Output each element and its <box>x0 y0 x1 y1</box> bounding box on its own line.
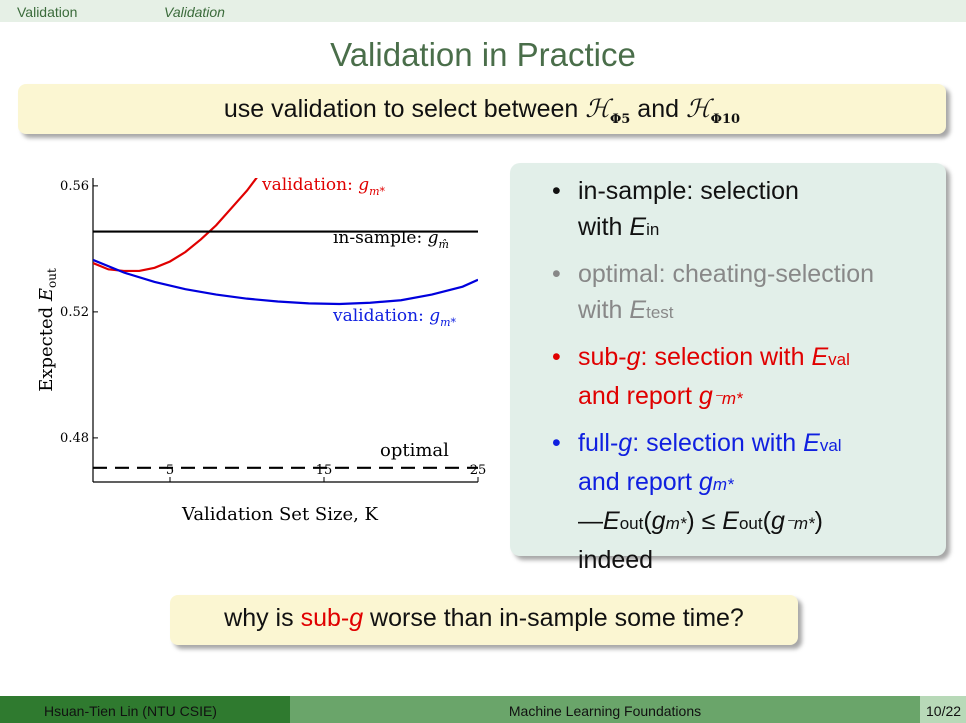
x-tick-label: 25 <box>470 463 487 478</box>
nav-subsection[interactable]: Validation <box>164 4 225 20</box>
bullet-in-sample: • in-sample: selection with Ein <box>528 173 938 248</box>
bullet-dot-icon: • <box>552 177 561 205</box>
inequality-formula: —Eout(gm*) ≤ Eout(g⁻m*) <box>578 507 823 535</box>
page-title: Validation in Practice <box>330 36 636 73</box>
nav-section[interactable]: Validation <box>17 4 78 20</box>
footer: Hsuan-Tien Lin (NTU CSIE) Machine Learni… <box>0 696 966 723</box>
bullet-sub-g: • sub-g: selection with Eval and report … <box>528 339 938 417</box>
x-axis-label: Validation Set Size, K <box>181 504 379 525</box>
series-label-optimal: optimal <box>380 440 449 461</box>
series-line-0 <box>93 178 258 273</box>
y-axis-label: Expected Eout <box>36 268 59 392</box>
bullet-full-g: • full-g: selection with Eval and report… <box>528 425 938 578</box>
y-tick-label: 0.52 <box>60 305 89 320</box>
y-tick-label: 0.48 <box>60 431 89 446</box>
footer-author: Hsuan-Tien Lin (NTU CSIE) <box>0 696 290 723</box>
bullet-optimal: • optimal: cheating-selection with Etest <box>528 256 938 331</box>
validation-chart: 5 15 25 0.48 0.52 0.56 Validation Set Size, K… <box>36 175 487 525</box>
top-callout: use validation to select between ℋΦ5 and… <box>18 84 946 134</box>
bullet-dot-icon: • <box>552 429 561 457</box>
bottom-callout-text: why is sub-g worse than in-sample some t… <box>224 604 744 632</box>
bullet-panel: • in-sample: selection with Ein • optima… <box>510 163 946 574</box>
series-label-sub-g: validation: gm* <box>261 175 386 198</box>
x-tick-label: 5 <box>166 463 174 478</box>
series-label-in-sample: in-sample: gm̂ <box>333 228 449 251</box>
top-nav-bar: Validation Validation <box>0 0 966 22</box>
bullet-list: • in-sample: selection with Ein • optima… <box>528 173 938 586</box>
plot-area: 5 15 25 0.48 0.52 0.56 <box>60 178 487 483</box>
hypothesis-set-symbol: ℋΦ5 <box>585 94 631 127</box>
bullet-dot-icon: • <box>552 343 561 371</box>
x-tick-label: 15 <box>316 463 333 478</box>
footer-page-number: 10/22 <box>920 696 966 723</box>
top-callout-text: use validation to select between ℋΦ5 and… <box>223 94 741 127</box>
series-line-2 <box>93 258 478 306</box>
series-label-full-g: validation: gm* <box>332 306 457 329</box>
bullet-dot-icon: • <box>552 260 561 288</box>
y-tick-label: 0.56 <box>60 179 89 194</box>
bottom-callout: why is sub-g worse than in-sample some t… <box>170 595 798 645</box>
hypothesis-set-symbol: ℋΦ10 <box>685 94 741 127</box>
footer-course: Machine Learning Foundations <box>290 696 920 723</box>
